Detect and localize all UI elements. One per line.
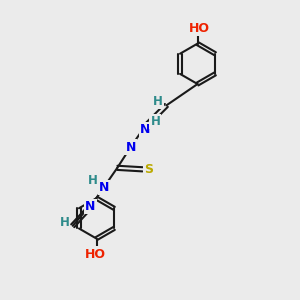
Text: HO: HO	[85, 248, 106, 260]
Text: N: N	[85, 200, 96, 213]
Text: N: N	[140, 123, 151, 136]
Text: H: H	[59, 216, 69, 229]
Text: H: H	[153, 95, 163, 108]
Text: H: H	[88, 174, 98, 187]
Text: H: H	[150, 115, 160, 128]
Text: S: S	[145, 163, 154, 176]
Text: HO: HO	[188, 22, 209, 34]
Text: N: N	[99, 181, 109, 194]
Text: N: N	[125, 140, 136, 154]
